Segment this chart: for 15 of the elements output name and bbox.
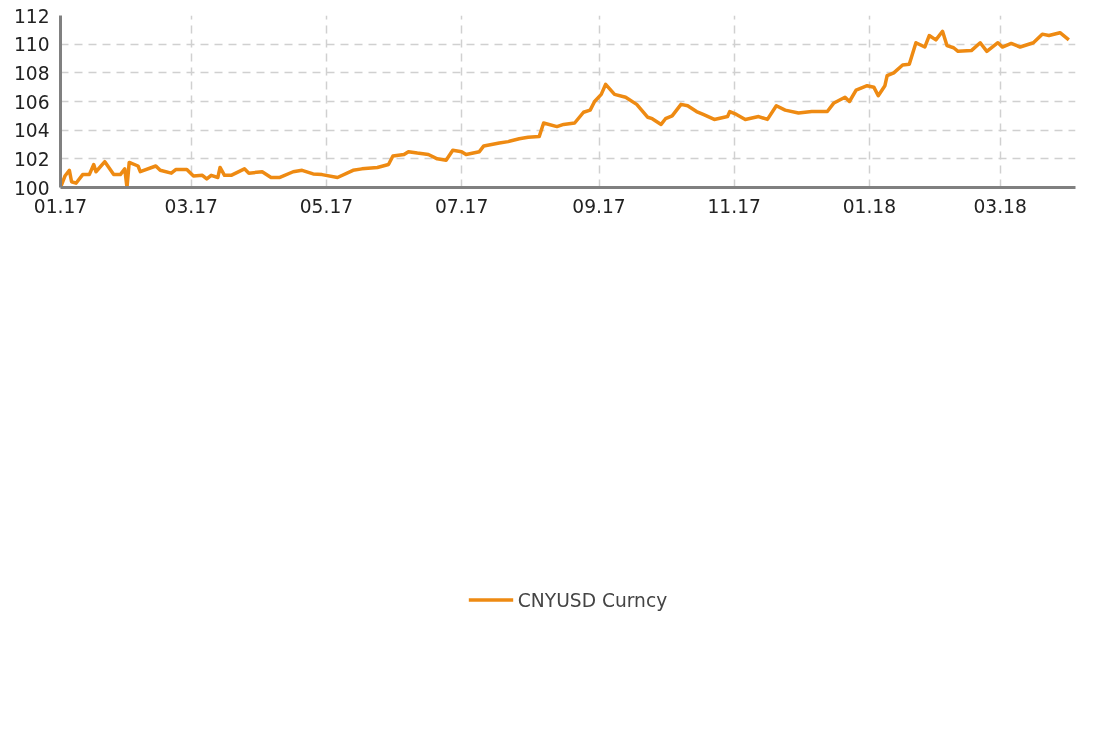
x-tick-label: 11.17 — [707, 195, 761, 217]
y-tick-label: 102 — [13, 148, 50, 170]
x-tick-label: 05.17 — [299, 195, 354, 217]
x-tick-label: 09.17 — [572, 195, 626, 217]
line-series — [60, 29, 1071, 188]
y-tick-label: 110 — [13, 34, 50, 56]
x-tick-label: 03.18 — [973, 195, 1027, 217]
legend-label: CNYUSD Curncy — [517, 589, 668, 611]
x-tick-label: 03.17 — [164, 195, 218, 217]
y-tick-label: 104 — [13, 120, 50, 142]
x-tick-label: 01.18 — [842, 195, 897, 217]
y-tick-label: 106 — [13, 91, 50, 113]
x-tick-label: 07.17 — [434, 195, 489, 217]
y-tick-label: 112 — [13, 5, 50, 27]
y-tick-label: 108 — [13, 62, 50, 84]
